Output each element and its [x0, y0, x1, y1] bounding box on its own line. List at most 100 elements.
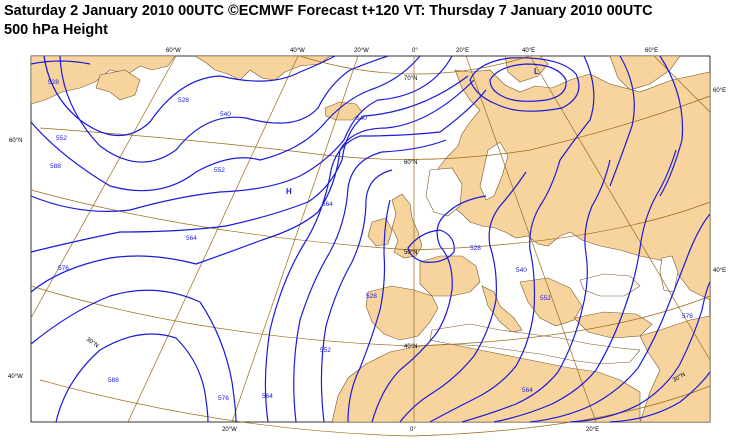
meridian-40W	[127, 55, 299, 423]
top-label-60W: 60°W	[166, 48, 181, 54]
top-label-40W: 40°W	[290, 48, 305, 54]
contour-label: 576	[218, 395, 229, 402]
right-label-60E: 60°E	[713, 88, 726, 94]
meridian-40E	[529, 55, 711, 361]
land-middle-east	[639, 315, 711, 423]
land-baffin	[95, 69, 141, 101]
axis-labels-sides: 60°N 40°W 60°E 40°E	[8, 88, 726, 380]
graticule	[30, 55, 711, 437]
contour-line	[469, 57, 580, 112]
land-turkey	[573, 311, 653, 339]
contour-label: 552	[56, 135, 67, 142]
contour-line	[399, 171, 527, 423]
parallel-70N	[299, 55, 531, 75]
contour-line	[529, 213, 711, 423]
contour-line	[489, 63, 567, 102]
contour-line	[407, 229, 455, 263]
contour-line	[493, 149, 677, 423]
lat-label-30N-east: 30°N	[672, 372, 687, 384]
land-north-america	[30, 55, 176, 105]
contour-line	[30, 55, 453, 212]
land-iberia	[365, 285, 439, 341]
axis-labels-top: 60°W 40°W 20°W 0° 20°E 40°E 60°E	[166, 48, 658, 54]
top-label-40E: 40°E	[522, 48, 535, 54]
meridian-20W	[231, 55, 359, 423]
contour-line	[30, 289, 237, 423]
low-pressure-centre: L	[534, 67, 539, 76]
left-label-40W: 40°W	[8, 374, 23, 380]
contour-line	[569, 281, 711, 423]
contour-line	[30, 79, 475, 293]
meridian-20E	[465, 55, 597, 423]
land-france	[419, 255, 481, 297]
contour-label: 540	[356, 115, 367, 122]
title-line-1: Saturday 2 January 2010 00UTC ©ECMWF For…	[4, 3, 653, 19]
contour-line	[559, 55, 595, 161]
bottom-label-20W: 20°W	[222, 427, 237, 433]
contour-line	[59, 55, 389, 163]
parallel-30N	[39, 379, 711, 437]
parallel-60N	[39, 95, 711, 160]
water-north-sea	[425, 167, 463, 217]
contour-line	[609, 371, 711, 423]
chart-title: Saturday 2 January 2010 00UTC ©ECMWF For…	[4, 2, 653, 40]
top-label-20E: 20°E	[456, 48, 469, 54]
lat-label-50N: 50°N	[404, 250, 417, 256]
contour-label: 564	[262, 393, 273, 400]
bottom-label-0: 0°	[410, 427, 416, 433]
contour-line	[293, 139, 447, 423]
land-north-africa	[331, 343, 641, 423]
contour-label: 564	[522, 387, 533, 394]
contour-label: 552	[214, 167, 225, 174]
land-great-britain	[391, 193, 423, 259]
height-contours	[30, 55, 711, 423]
lat-label-60N: 60°N	[404, 160, 417, 166]
bottom-label-20E: 20°E	[586, 427, 599, 433]
contour-label: 528	[470, 245, 481, 252]
axis-labels-bottom: 20°W 0° 20°E	[222, 427, 599, 433]
contour-line	[43, 55, 336, 137]
contour-label: 564	[186, 235, 197, 242]
contour-label: 552	[540, 295, 551, 302]
contour-label: 528	[366, 293, 377, 300]
contour-line	[659, 55, 684, 197]
lat-label-70N: 70°N	[404, 76, 417, 82]
water-black-sea	[579, 273, 641, 297]
contour-line	[55, 333, 209, 423]
contour-label: 588	[50, 163, 61, 170]
contour-line	[609, 55, 635, 187]
contour-label: 552	[320, 347, 331, 354]
meridian-60W	[30, 55, 177, 319]
contour-label: 564	[322, 201, 333, 208]
land-balkans	[519, 277, 583, 327]
lat-label-40N: 40°N	[404, 344, 417, 350]
contour-line	[461, 159, 611, 423]
contour-labels: 528 528 540 552 564 576 588 552 540 564 …	[48, 79, 693, 402]
high-pressure-centre: H	[286, 187, 292, 196]
contour-label: 528	[178, 97, 189, 104]
contour-line	[30, 55, 421, 192]
contour-label: 588	[108, 377, 119, 384]
land-masses	[30, 55, 711, 423]
contour-line	[371, 195, 487, 423]
water-mediterranean	[429, 323, 641, 365]
contour-line	[320, 169, 393, 423]
contour-line	[347, 199, 391, 423]
title-line-2: 500 hPa Height	[4, 22, 108, 38]
contour-label: 528	[48, 79, 59, 86]
top-label-60E: 60°E	[645, 48, 658, 54]
contour-label: 540	[516, 267, 527, 274]
contour-line	[429, 159, 561, 423]
water-baltic	[479, 141, 509, 201]
parallel-40N	[30, 285, 711, 347]
contour-line	[264, 89, 487, 423]
contour-label: 540	[220, 111, 231, 118]
land-arctic-islands	[504, 55, 549, 83]
parallel-50N	[30, 189, 711, 251]
left-label-60N: 60°N	[9, 138, 22, 144]
meridian-60E	[653, 55, 711, 113]
right-label-40E: 40°E	[713, 268, 726, 274]
top-label-0: 0°	[412, 48, 418, 54]
contour-label: 576	[682, 313, 693, 320]
